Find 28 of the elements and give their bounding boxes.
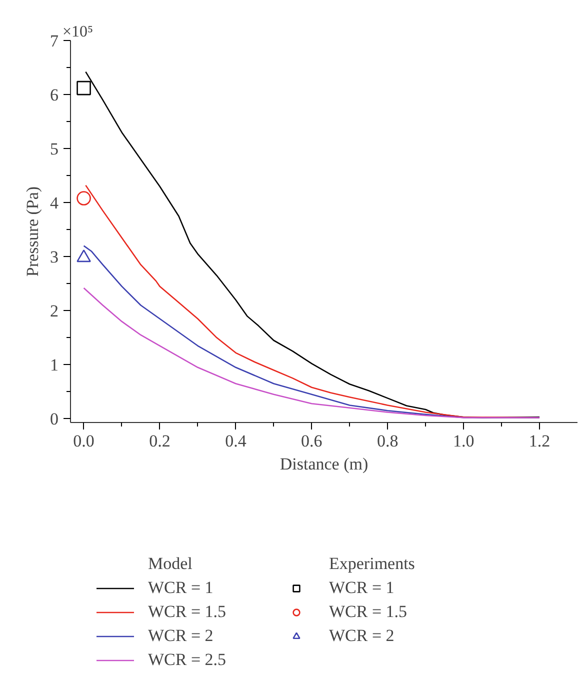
- x-tick-label: 0.6: [301, 432, 322, 450]
- legend-label: WCR = 2: [148, 626, 214, 646]
- y-tick-label: 1: [50, 356, 58, 375]
- y-tick-label: 4: [50, 194, 59, 213]
- annotation: ×10⁵: [62, 24, 94, 40]
- x-tick-label: 1.0: [452, 432, 474, 450]
- line-series: [83, 287, 540, 418]
- y-tick-label: 6: [50, 86, 58, 105]
- x-tick-label: 1.2: [528, 432, 550, 450]
- text: Experiments: [329, 554, 416, 574]
- y-tick-label: 7: [50, 32, 59, 50]
- x-axis-title: Distance (m): [280, 454, 368, 474]
- x-tick-label: 0.8: [376, 432, 398, 450]
- legend-label: WCR = 2.5: [148, 650, 228, 670]
- legend-label: WCR = 1.5: [329, 602, 408, 622]
- x-tick-label: 0.2: [149, 432, 170, 450]
- y-axis-title: Pressure (Pa): [23, 186, 42, 277]
- x-tick-label: 0.4: [225, 432, 247, 450]
- legend-label: WCR = 1.5: [148, 602, 228, 622]
- legend-label: WCR = 1: [329, 578, 396, 598]
- y-tick-label: 3: [50, 248, 58, 267]
- x-tick-label: 0.0: [73, 432, 94, 450]
- y-tick-label: 0: [50, 410, 58, 429]
- legend-label: WCR = 2: [329, 626, 396, 646]
- legend-label: WCR = 1: [148, 578, 214, 598]
- y-tick-label: 2: [50, 302, 58, 321]
- legend-title: Model: [148, 554, 194, 574]
- y-tick-label: 5: [50, 140, 58, 159]
